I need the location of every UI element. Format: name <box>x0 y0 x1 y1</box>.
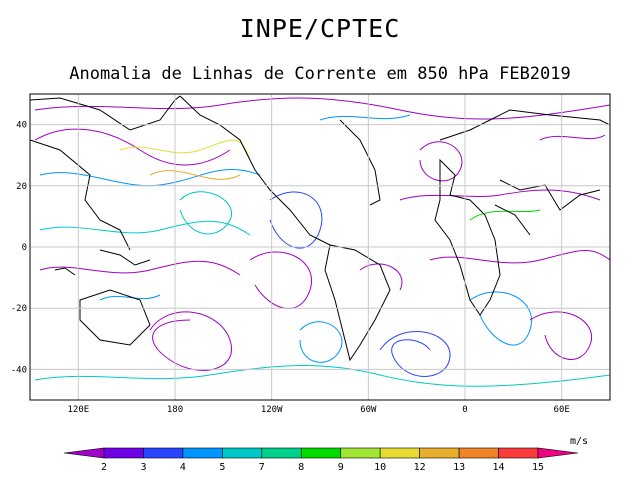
colorbar-label: 7 <box>259 462 265 473</box>
colorbar-label: 2 <box>101 462 107 473</box>
colorbar-box <box>498 447 539 459</box>
colorbar-box <box>222 447 263 459</box>
lon-tick-label: 60W <box>360 405 377 415</box>
colorbar-label: 14 <box>493 462 505 473</box>
colorbar-box <box>340 447 381 459</box>
lon-tick-label: 120E <box>67 405 89 415</box>
lat-tick-label: 20 <box>16 182 27 192</box>
colorbar-label: 4 <box>180 462 186 473</box>
colorbar-label: 15 <box>532 462 544 473</box>
colorbar-label: 12 <box>414 462 426 473</box>
colorbar-box <box>458 447 499 459</box>
colorbar-box <box>419 447 460 459</box>
lon-tick-label: 180 <box>167 405 183 415</box>
map-gridlines <box>30 94 610 400</box>
colorbar-high-cap <box>537 447 579 459</box>
coastlines <box>30 95 610 362</box>
lon-tick-label: 60E <box>554 405 570 415</box>
colorbar-unit: m/s <box>570 436 588 447</box>
streamlines <box>34 97 610 387</box>
colorbar-low-cap <box>63 447 105 459</box>
lon-tick-label: 0 <box>462 405 467 415</box>
colorbar-label: 5 <box>219 462 225 473</box>
page-title: INPE/CPTEC <box>239 14 401 43</box>
colorbar: 2 3 4 5 7 8 9 10 12 13 14 15 <box>63 447 579 473</box>
lat-tick-label: 40 <box>16 121 27 131</box>
colorbar-box <box>182 447 223 459</box>
lon-tick-label: 120W <box>261 405 283 415</box>
colorbar-box <box>143 447 184 459</box>
colorbar-label: 9 <box>338 462 344 473</box>
colorbar-label: 8 <box>298 462 304 473</box>
lat-tick-label: -40 <box>11 365 27 375</box>
colorbar-box <box>103 447 144 459</box>
lat-tick-label: 0 <box>22 243 27 253</box>
colorbar-label: 10 <box>374 462 386 473</box>
map-frame <box>29 93 611 401</box>
colorbar-box <box>300 447 342 459</box>
colorbar-label: 3 <box>140 462 146 473</box>
map-subtitle: Anomalia de Linhas de Corrente em 850 hP… <box>69 64 571 84</box>
colorbar-box <box>261 447 302 459</box>
colorbar-box <box>379 447 420 459</box>
colorbar-label: 13 <box>453 462 465 473</box>
lat-tick-label: -20 <box>11 304 27 314</box>
